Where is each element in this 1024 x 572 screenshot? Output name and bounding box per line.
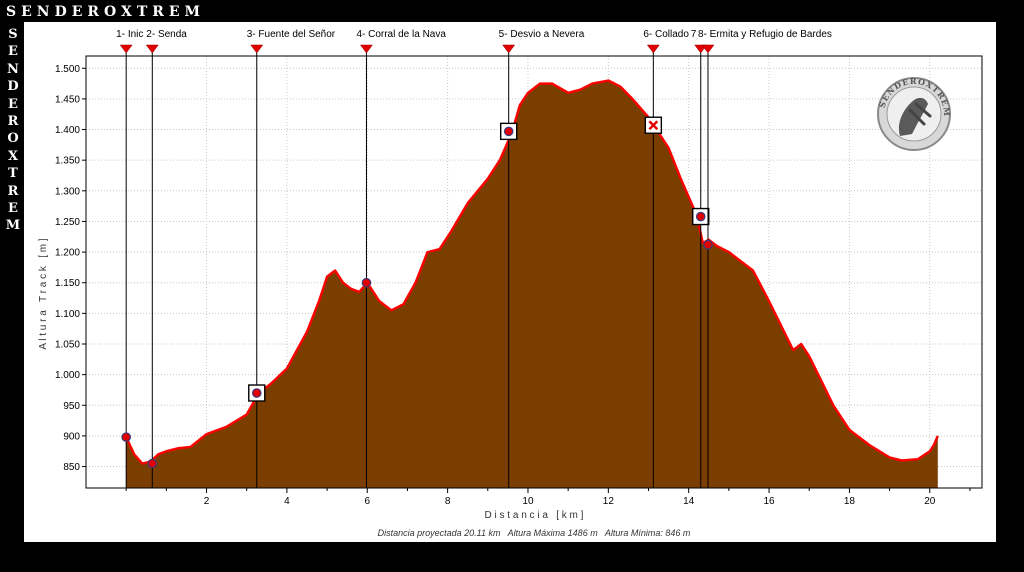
brand-letter: E [8,96,18,112]
y-tick-label: 1.350 [55,156,80,167]
brand-letter: S [8,27,18,42]
waypoint-label: 1- Inic [116,29,143,40]
waypoint-flag [359,44,373,54]
y-tick-label: 950 [63,401,80,412]
brand-letter: O [7,131,19,147]
y-axis-label: A l t u r a T r a c k [ m ] [38,238,49,350]
elevation-profile-chart: 1- Inic 2- Senda 3- Fuente del Señor 4- Cor… [38,29,983,538]
y-tick-label: 1.300 [55,186,80,197]
waypoint-dot [361,277,372,288]
y-tick-label: 900 [63,431,80,442]
chart-panel: 1- Inic 2- Senda 3- Fuente del Señor 4- Cor… [24,22,996,542]
brand-letter: R [7,114,19,130]
x-tick-label: 20 [924,496,936,507]
waypoint [701,44,715,488]
waypoint [248,44,266,488]
y-tick-label: 850 [63,462,80,473]
waypoint-label: 7 [691,29,697,40]
waypoint-dot [121,432,131,442]
x-tick-label: 18 [844,496,856,507]
waypoint-flag [145,44,159,54]
waypoint-dot [703,239,713,250]
y-tick-label: 1.450 [55,94,80,105]
y-tick-label: 1.000 [55,370,80,381]
waypoint-label: 2- Senda [146,29,187,40]
waypoint-dot [251,388,262,398]
brand-letter: E [8,201,18,217]
x-axis-ticks: 2 4 6 8 10 12 14 16 18 20 [125,488,971,507]
y-tick-label: 1.250 [55,217,80,228]
brand-letter: X [7,148,19,164]
y-tick-label: 1.400 [55,125,80,136]
y-tick-label: 1.500 [55,64,80,75]
waypoint-dot [147,458,158,469]
waypoint-label: 4- Corral de la Nava [356,29,446,40]
waypoint-label: 5- Desvio a Nevera [499,29,585,40]
x-tick-label: 8 [445,496,451,507]
waypoint [499,44,518,488]
x-tick-label: 2 [204,496,210,507]
x-axis-label: D i s t a n c i a [ k m ] [485,510,584,521]
brand-letter: M [5,218,21,234]
waypoint-flag [250,44,264,54]
waypoint-label: 8- Ermita y Refugio de Bardes [698,29,832,40]
waypoint-flag [701,44,715,54]
brand-letter: T [8,166,18,182]
plot-frame [85,55,983,489]
waypoint [119,44,133,488]
y-axis-ticks: 850 900 950 1.000 1.050 1.100 1.150 1.200 1.250 1… [55,64,86,473]
brand-letter: E [8,44,18,60]
waypoint-label: 6- Collado [643,29,689,40]
x-tick-label: 14 [683,496,695,507]
x-tick-label: 16 [763,496,775,507]
brand-letter: R [7,183,19,199]
y-tick-label: 1.050 [55,340,80,351]
waypoint-markers: 1- Inic 2- Senda 3- Fuente del Señor 4- Cor… [116,29,832,488]
x-tick-label: 12 [603,496,615,507]
waypoint-x [648,120,659,131]
waypoint-flag [502,44,516,54]
y-tick-label: 1.100 [55,309,80,320]
elevation-area [126,80,938,488]
waypoint-flag [119,44,133,54]
brand-letter: D [7,79,19,95]
waypoint-label: 3- Fuente del Señor [247,29,336,40]
waypoint-dot [695,211,706,222]
waypoint [145,44,159,488]
route-summary: Distancia proyectada 20.11 km Altura Máx… [378,528,691,538]
y-tick-label: 1.200 [55,248,80,259]
x-tick-label: 4 [284,496,290,507]
waypoint-flag [646,44,660,54]
waypoint-dot [503,126,514,137]
y-tick-label: 1.150 [55,278,80,289]
brand-letter: N [7,61,19,77]
x-tick-label: 6 [364,496,370,507]
waypoint [644,44,663,488]
brand-title-top: SENDEROXTREM [6,4,206,20]
x-tick-label: 10 [522,496,534,507]
waypoint [359,44,373,488]
